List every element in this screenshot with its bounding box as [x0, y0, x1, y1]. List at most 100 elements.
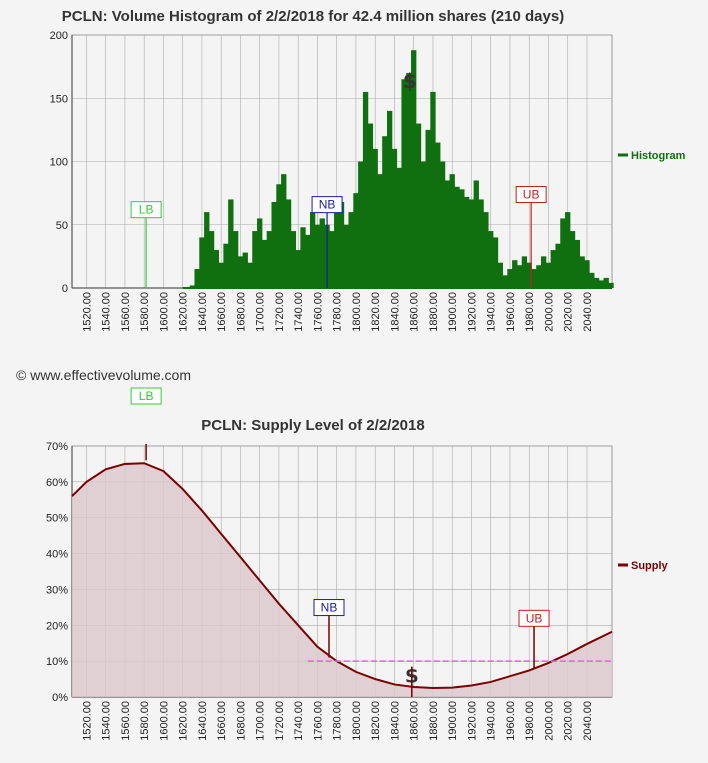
- x-tick-label: 1800.00: [351, 701, 363, 741]
- histogram-bar: [584, 260, 590, 288]
- histogram-bar: [488, 231, 494, 288]
- copyright-text: © www.effectivevolume.com: [16, 367, 192, 383]
- histogram-bar: [213, 250, 220, 288]
- x-tick-label: 1960.00: [505, 292, 517, 332]
- histogram-bar: [228, 199, 234, 288]
- x-tick-label: 1740.00: [293, 292, 305, 332]
- x-tick-label: 1780.00: [332, 292, 344, 332]
- x-tick-label: 1580.00: [139, 701, 151, 741]
- histogram-bar: [608, 282, 614, 288]
- histogram-bar: [502, 275, 508, 288]
- x-tick-label: 1640.00: [197, 292, 209, 332]
- histogram-bar: [290, 231, 297, 288]
- x-tick-label: 1860.00: [409, 701, 421, 741]
- histogram-bar: [411, 50, 417, 289]
- histogram-bar: [218, 262, 224, 288]
- histogram-bar: [435, 142, 441, 288]
- histogram-bar: [444, 180, 451, 288]
- histogram-bar: [266, 231, 272, 288]
- histogram-bar: [463, 196, 470, 288]
- histogram-bar: [536, 265, 542, 288]
- histogram-bar: [420, 161, 426, 288]
- histogram-bar: [449, 174, 455, 288]
- histogram-bar: [589, 272, 595, 288]
- x-tick-label: 1680.00: [235, 292, 247, 332]
- marker-nb-box: [313, 599, 345, 617]
- histogram-bar: [430, 91, 436, 288]
- x-tick-label: 1680.00: [235, 701, 247, 741]
- x-tick-label: 1600.00: [158, 701, 170, 741]
- marker-ub-box: [515, 186, 547, 204]
- histogram-bar: [343, 224, 349, 288]
- x-tick-label: 1900.00: [447, 292, 459, 332]
- x-tick-label: 1660.00: [216, 701, 228, 741]
- supply-chart: 1520.00 1540.00 1560.00 1580.00 1600.00 1620.…: [46, 387, 669, 741]
- histogram-bar: [189, 285, 195, 288]
- x-tick-label: 1520.00: [81, 701, 93, 741]
- marker-lb-box: [130, 201, 162, 219]
- histogram-bar: [194, 269, 200, 288]
- x-tick-label: 1600.00: [158, 292, 170, 332]
- x-tick-label: 1800.00: [351, 292, 363, 332]
- histogram-bar: [569, 231, 576, 288]
- x-tick-label: 1960.00: [505, 701, 517, 741]
- y-tick-label: 60%: [46, 477, 68, 489]
- x-tick-label: 1980.00: [524, 292, 536, 332]
- histogram-bar: [391, 148, 398, 288]
- histogram-bar: [574, 239, 581, 288]
- histogram-bar: [439, 161, 446, 288]
- x-tick-label: 1920.00: [466, 292, 478, 332]
- x-tick-label: 1640.00: [197, 701, 209, 741]
- histogram-bar: [478, 199, 484, 288]
- histogram-bar: [531, 269, 537, 288]
- x-tick-label: 2040.00: [582, 292, 594, 332]
- histogram-bar: [300, 227, 306, 288]
- histogram-chart: 1520.00 1540.00 1560.00 1580.00 1600.00 1620.…: [50, 30, 686, 332]
- histogram-title: PCLN: Volume Histogram of 2/2/2018 for 4…: [62, 8, 564, 25]
- x-tick-label: 1740.00: [293, 701, 305, 741]
- histogram-bar: [281, 174, 287, 288]
- marker-nb-label: NB: [321, 601, 338, 615]
- histogram-bar: [492, 237, 499, 288]
- histogram-bar: [237, 256, 244, 288]
- marker-nb-label: NB: [319, 198, 336, 212]
- histogram-bar: [199, 237, 205, 288]
- histogram-bar: [593, 277, 600, 288]
- y-tick-label: 200: [50, 30, 68, 42]
- x-tick-label: 1720.00: [274, 292, 286, 332]
- x-tick-label: 1840.00: [389, 701, 401, 741]
- histogram-bar: [309, 212, 316, 288]
- x-tick-label: 2020.00: [563, 701, 575, 741]
- x-tick-label: 1840.00: [389, 292, 401, 332]
- marker-lb-label: LB: [139, 203, 154, 217]
- histogram-bar: [555, 243, 561, 288]
- marker-lb-box: [130, 387, 162, 405]
- histogram-bar: [353, 193, 359, 288]
- histogram-bar: [334, 212, 340, 288]
- x-tick-label: 2000.00: [543, 701, 555, 741]
- histogram-bar: [247, 262, 253, 288]
- histogram-bar: [358, 161, 364, 288]
- x-tick-label: 1860.00: [409, 292, 421, 332]
- marker-lb-label: LB: [139, 389, 154, 403]
- histogram-bar: [401, 79, 407, 289]
- histogram-bar: [338, 201, 345, 288]
- x-tick-label: 1940.00: [486, 701, 498, 741]
- x-tick-label: 1880.00: [428, 701, 440, 741]
- y-tick-label: 10%: [46, 656, 68, 668]
- histogram-bar: [367, 123, 374, 288]
- y-tick-label: 150: [50, 93, 68, 105]
- histogram-bar: [579, 256, 585, 288]
- supply-title: PCLN: Supply Level of 2/2/2018: [201, 417, 424, 434]
- histogram-bar: [550, 250, 556, 288]
- histogram-bar: [454, 186, 460, 288]
- histogram-bar: [521, 256, 528, 288]
- histogram-bar: [603, 277, 609, 288]
- x-tick-label: 1700.00: [255, 292, 267, 332]
- histogram-bar: [204, 212, 210, 288]
- supply-area: [72, 463, 612, 697]
- histogram-bar: [415, 123, 422, 288]
- histogram-bar: [348, 212, 354, 288]
- histogram-bar: [598, 280, 605, 288]
